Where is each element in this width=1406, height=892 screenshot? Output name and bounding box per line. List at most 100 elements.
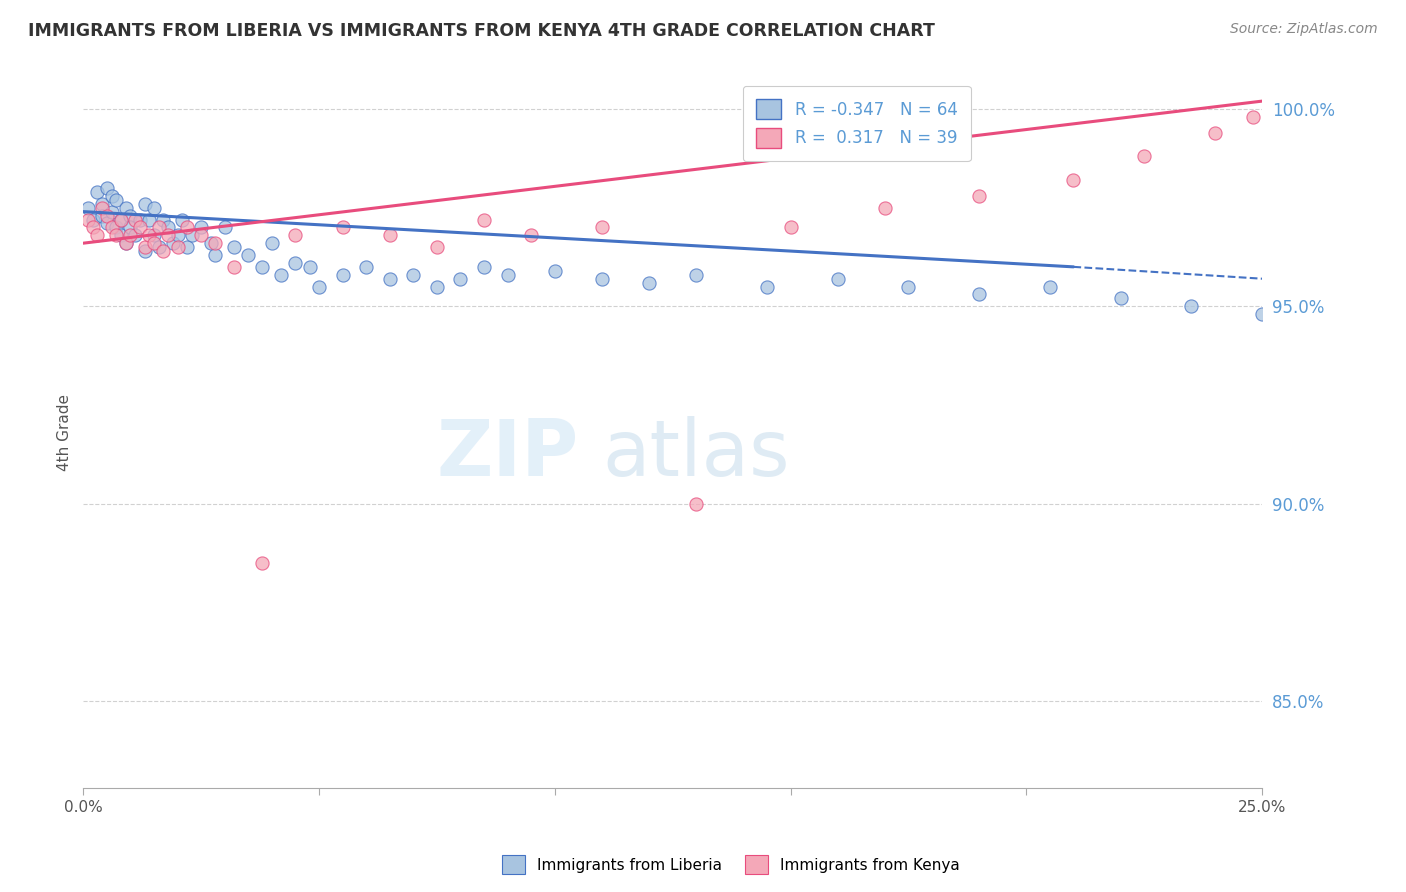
- Point: [82, 220, 104, 235]
- Point: [779, 220, 801, 235]
- Y-axis label: 4th Grade: 4th Grade: [58, 394, 72, 471]
- Point: [190, 228, 212, 243]
- Point: [120, 220, 142, 235]
- Point: [755, 279, 778, 293]
- Point: [105, 193, 128, 207]
- Point: [166, 240, 188, 254]
- Point: [152, 212, 174, 227]
- Point: [284, 256, 307, 270]
- Point: [308, 279, 330, 293]
- Point: [124, 228, 146, 243]
- Point: [166, 228, 188, 243]
- Point: [138, 212, 160, 227]
- Point: [591, 220, 613, 235]
- Point: [148, 240, 170, 254]
- Point: [827, 271, 849, 285]
- Point: [82, 212, 104, 227]
- Point: [1133, 149, 1156, 163]
- Point: [96, 217, 118, 231]
- Point: [143, 201, 166, 215]
- Point: [100, 204, 122, 219]
- Point: [105, 228, 128, 243]
- Point: [520, 228, 543, 243]
- Legend: Immigrants from Liberia, Immigrants from Kenya: Immigrants from Liberia, Immigrants from…: [496, 849, 966, 880]
- Point: [134, 240, 156, 254]
- Point: [120, 228, 142, 243]
- Point: [77, 201, 100, 215]
- Point: [284, 228, 307, 243]
- Point: [238, 248, 260, 262]
- Point: [472, 212, 495, 227]
- Point: [1251, 307, 1274, 321]
- Point: [176, 220, 198, 235]
- Point: [100, 220, 122, 235]
- Text: Source: ZipAtlas.com: Source: ZipAtlas.com: [1230, 22, 1378, 37]
- Point: [1062, 173, 1084, 187]
- Point: [134, 244, 156, 258]
- Legend: R = -0.347   N = 64, R =  0.317   N = 39: R = -0.347 N = 64, R = 0.317 N = 39: [742, 86, 970, 161]
- Point: [176, 240, 198, 254]
- Point: [86, 185, 108, 199]
- Point: [91, 209, 114, 223]
- Point: [450, 271, 472, 285]
- Point: [180, 228, 202, 243]
- Point: [402, 268, 425, 282]
- Point: [378, 228, 401, 243]
- Point: [105, 220, 128, 235]
- Point: [685, 268, 707, 282]
- Point: [148, 220, 170, 235]
- Point: [110, 212, 132, 227]
- Point: [96, 181, 118, 195]
- Point: [544, 264, 567, 278]
- Point: [114, 236, 136, 251]
- Point: [204, 248, 226, 262]
- Point: [120, 209, 142, 223]
- Point: [91, 201, 114, 215]
- Point: [128, 220, 150, 235]
- Point: [134, 196, 156, 211]
- Point: [124, 212, 146, 227]
- Point: [967, 189, 990, 203]
- Point: [1180, 299, 1202, 313]
- Point: [138, 228, 160, 243]
- Point: [100, 189, 122, 203]
- Point: [332, 220, 354, 235]
- Point: [157, 228, 180, 243]
- Point: [252, 556, 274, 570]
- Point: [298, 260, 321, 274]
- Point: [1039, 279, 1062, 293]
- Point: [224, 240, 246, 254]
- Point: [472, 260, 495, 274]
- Point: [260, 236, 283, 251]
- Point: [96, 209, 118, 223]
- Point: [224, 260, 246, 274]
- Point: [143, 228, 166, 243]
- Text: ZIP: ZIP: [436, 416, 578, 491]
- Point: [378, 271, 401, 285]
- Point: [496, 268, 519, 282]
- Point: [1204, 126, 1226, 140]
- Point: [967, 287, 990, 301]
- Point: [685, 497, 707, 511]
- Point: [252, 260, 274, 274]
- Point: [114, 201, 136, 215]
- Point: [591, 271, 613, 285]
- Point: [86, 228, 108, 243]
- Point: [270, 268, 292, 282]
- Point: [152, 244, 174, 258]
- Point: [873, 201, 896, 215]
- Point: [426, 279, 449, 293]
- Point: [128, 212, 150, 227]
- Point: [162, 236, 184, 251]
- Text: IMMIGRANTS FROM LIBERIA VS IMMIGRANTS FROM KENYA 4TH GRADE CORRELATION CHART: IMMIGRANTS FROM LIBERIA VS IMMIGRANTS FR…: [28, 22, 935, 40]
- Point: [143, 236, 166, 251]
- Point: [897, 279, 920, 293]
- Point: [114, 236, 136, 251]
- Point: [172, 212, 194, 227]
- Point: [1109, 292, 1132, 306]
- Point: [110, 212, 132, 227]
- Point: [1241, 110, 1264, 124]
- Point: [638, 276, 661, 290]
- Point: [77, 212, 100, 227]
- Point: [426, 240, 449, 254]
